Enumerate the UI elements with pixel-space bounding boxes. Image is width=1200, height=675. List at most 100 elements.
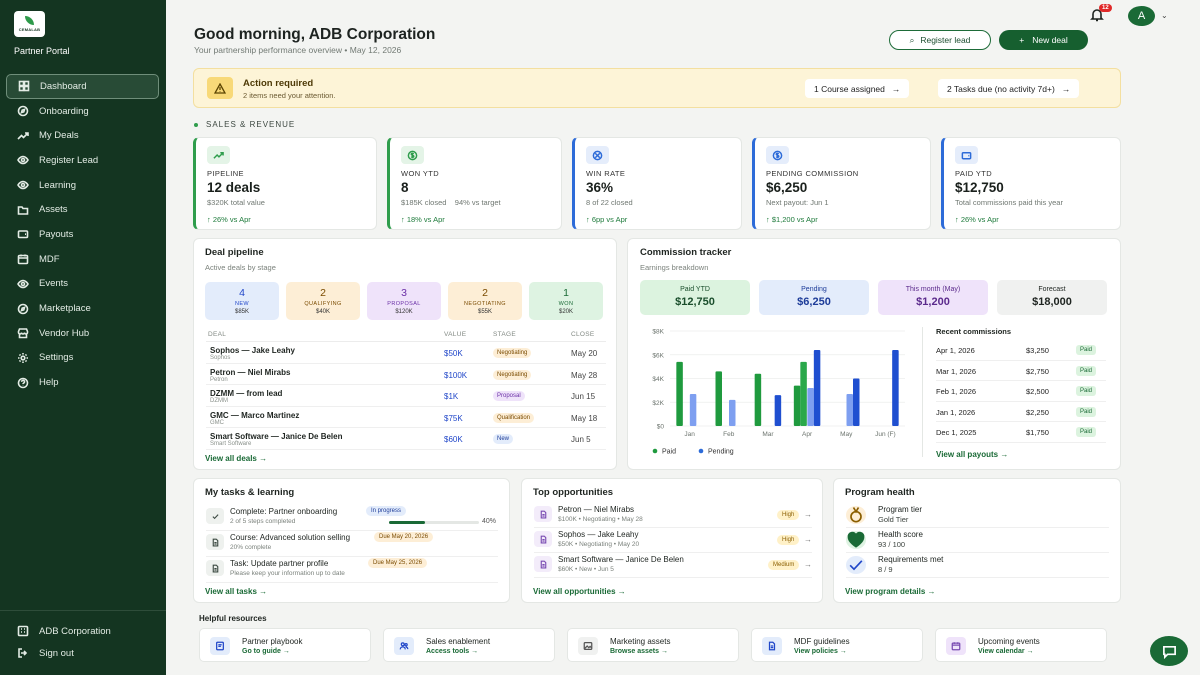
sidebar-item-my-deals[interactable]: My Deals [6, 123, 159, 148]
stage-qualifying[interactable]: 2 QUALIFYING $40K [286, 282, 360, 320]
sidebar-item-onboarding[interactable]: Onboarding [6, 99, 159, 124]
sidebar-item-assets[interactable]: Assets [6, 197, 159, 222]
brand-logo[interactable]: CEMALAB [14, 11, 45, 37]
view-all-payouts-link[interactable]: View all payouts → [936, 450, 1009, 459]
users-icon [399, 642, 409, 650]
list-item[interactable]: Dec 1, 2025 $1,750 Paid [936, 422, 1106, 443]
commission-amount: $3,250 [1026, 346, 1049, 355]
commission-box[interactable]: This month (May) $1,200 [878, 280, 988, 315]
commission-amount: $2,500 [1026, 387, 1049, 396]
deal-company: Smart Software [210, 441, 252, 447]
opportunity-item[interactable]: Petron — Niel Mirabs $100K • Negotiating … [534, 503, 812, 528]
heart-icon [847, 531, 865, 548]
resource-link[interactable]: View calendar → [978, 648, 1034, 655]
resource-link[interactable]: Go to guide → [242, 648, 290, 655]
task-item[interactable]: Task: Update partner profile Please keep … [206, 557, 498, 583]
table-row[interactable]: DZMM — from lead DZMM $1K Proposal Jun 15 [206, 385, 606, 407]
opportunity-sub: $50K • Negotiating • May 20 [558, 541, 640, 548]
sidebar-org-label: ADB Corporation [39, 625, 111, 637]
kpi-sub: $185K closed 94% vs target [401, 198, 501, 207]
commission-box[interactable]: Paid YTD $12,750 [640, 280, 750, 315]
task-item[interactable]: Complete: Partner onboarding 2 of 5 steps… [206, 505, 498, 531]
resource-card[interactable]: Marketing assets Browse assets → [567, 628, 739, 662]
sidebar-org[interactable]: ADB Corporation [6, 620, 159, 642]
list-item[interactable]: Apr 1, 2026 $3,250 Paid [936, 340, 1106, 361]
commission-box[interactable]: Pending $6,250 [759, 280, 869, 315]
sidebar-item-settings[interactable]: Settings [6, 346, 159, 371]
kpi-card-pending-commission[interactable]: PENDING COMMISSION $6,250 Next payout: Jun… [752, 137, 931, 230]
stage-negotiating[interactable]: 2 NEGOTIATING $55K [448, 282, 522, 320]
view-program-details-link[interactable]: View program details → [845, 587, 936, 596]
sidebar-item-mdf[interactable]: MDF [6, 247, 159, 272]
commission-subtitle: Earnings breakdown [640, 263, 709, 272]
sign-out-button[interactable]: Sign out [6, 642, 159, 664]
view-all-tasks-link[interactable]: View all tasks → [205, 587, 268, 596]
eye-icon [16, 180, 29, 190]
opportunity-item[interactable]: Smart Software — Janice De Belen $60K • N… [534, 553, 812, 578]
table-row[interactable]: Petron — Niel Mirabs Petron $100K Negotiati… [206, 364, 606, 385]
chat-button[interactable] [1150, 636, 1188, 666]
col-deal: DEAL [208, 331, 227, 338]
stage-proposal[interactable]: 3 PROPOSAL $120K [367, 282, 441, 320]
sidebar-item-events[interactable]: Events [6, 272, 159, 297]
kpi-card-pipeline[interactable]: PIPELINE 12 deals $320K total value ↑ 26% v… [193, 137, 377, 230]
section-label-text: SALES & REVENUE [206, 120, 296, 129]
stage-count: 1 [563, 287, 569, 299]
list-item[interactable]: Mar 1, 2026 $2,750 Paid [936, 361, 1106, 381]
sidebar-item-dashboard[interactable]: Dashboard [6, 74, 159, 99]
resource-card[interactable]: Sales enablement Access tools → [383, 628, 555, 662]
stage-new[interactable]: 4 NEW $85K [205, 282, 279, 320]
view-all-opportunities-link[interactable]: View all opportunities → [533, 587, 626, 596]
table-row[interactable]: GMC — Marco Martinez GMC $75K Qualification… [206, 407, 606, 428]
program-title: Program health [845, 487, 915, 498]
resource-card[interactable]: Partner playbook Go to guide → [199, 628, 371, 662]
arrow-right-icon: → [804, 510, 812, 519]
commission-amount: $2,750 [1026, 366, 1049, 376]
resource-link[interactable]: Browse assets → [610, 648, 668, 655]
list-item[interactable]: Jan 1, 2026 $2,250 Paid [936, 402, 1106, 422]
action-alert: Action required 2 items need your attent… [193, 68, 1121, 108]
arrow-right-icon: → [1061, 83, 1071, 94]
list-item[interactable]: Feb 1, 2026 $2,500 Paid [936, 381, 1106, 402]
table-row[interactable]: Smart Software — Janice De Belen Smart So… [206, 428, 606, 450]
opportunity-item[interactable]: Sophos — Jake Leahy $50K • Negotiating • … [534, 528, 812, 553]
view-all-deals-link[interactable]: View all deals → [205, 454, 268, 463]
tasks-due-pill[interactable]: 2 Tasks due (no activity 7d+) → [938, 79, 1080, 98]
sidebar-item-vendor-hub[interactable]: Vendor Hub [6, 321, 159, 346]
dollar-icon [772, 150, 783, 160]
kpi-delta: ↑ 26% vs Apr [207, 215, 251, 224]
resource-card[interactable]: MDF guidelines View policies → [751, 628, 923, 662]
table-row[interactable]: Sophos — Jake Leahy Sophos $50K Negotiating… [206, 342, 606, 364]
chevron-down-icon[interactable]: ⌄ [1161, 11, 1168, 20]
deal-stage-badge: Proposal [493, 391, 525, 401]
sidebar-item-marketplace[interactable]: Marketplace [6, 296, 159, 321]
sidebar-item-register-lead[interactable]: Register Lead [6, 148, 159, 173]
kpi-delta: ↑ 26% vs Apr [955, 215, 999, 224]
resource-card[interactable]: Upcoming events View calendar → [935, 628, 1107, 662]
sidebar-item-help[interactable]: Help [6, 370, 159, 395]
section-label: SALES & REVENUE [194, 120, 295, 129]
deal-value: $50K [444, 349, 463, 358]
stage-label: QUALIFYING [304, 301, 342, 307]
sidebar-item-label: Dashboard [40, 80, 87, 92]
stage-label: NEGOTIATING [464, 301, 506, 307]
stage-won[interactable]: 1 WON $20K [529, 282, 603, 320]
x-tick-label: Jan [684, 431, 695, 438]
sidebar-item-learning[interactable]: Learning [6, 173, 159, 198]
resource-link[interactable]: Access tools → [426, 648, 479, 655]
avatar[interactable]: A [1128, 6, 1155, 26]
kpi-card-won-ytd[interactable]: WON YTD 8 $185K closed 94% vs target ↑ 18% … [387, 137, 562, 230]
task-item[interactable]: Course: Advanced solution selling 20% com… [206, 531, 498, 557]
commission-box[interactable]: Forecast $18,000 [997, 280, 1107, 315]
course-assigned-pill[interactable]: 1 Course assigned → [805, 79, 910, 98]
kpi-value: 8 [401, 180, 409, 195]
new-deal-button[interactable]: + New deal [999, 30, 1088, 50]
deal-company: Petron [210, 376, 228, 383]
kpi-card-paid-ytd[interactable]: PAID YTD $12,750 Total commissions paid th… [941, 137, 1121, 230]
kpi-card-win-rate[interactable]: WIN RATE 36% 8 of 22 closed ↑ 6pp vs Apr [572, 137, 742, 230]
register-lead-button[interactable]: ⌕ Register lead [889, 30, 991, 50]
check-icon [849, 560, 863, 571]
col-close: CLOSE [571, 331, 595, 338]
sidebar-item-payouts[interactable]: Payouts [6, 222, 159, 247]
resource-link[interactable]: View policies → [794, 648, 847, 655]
